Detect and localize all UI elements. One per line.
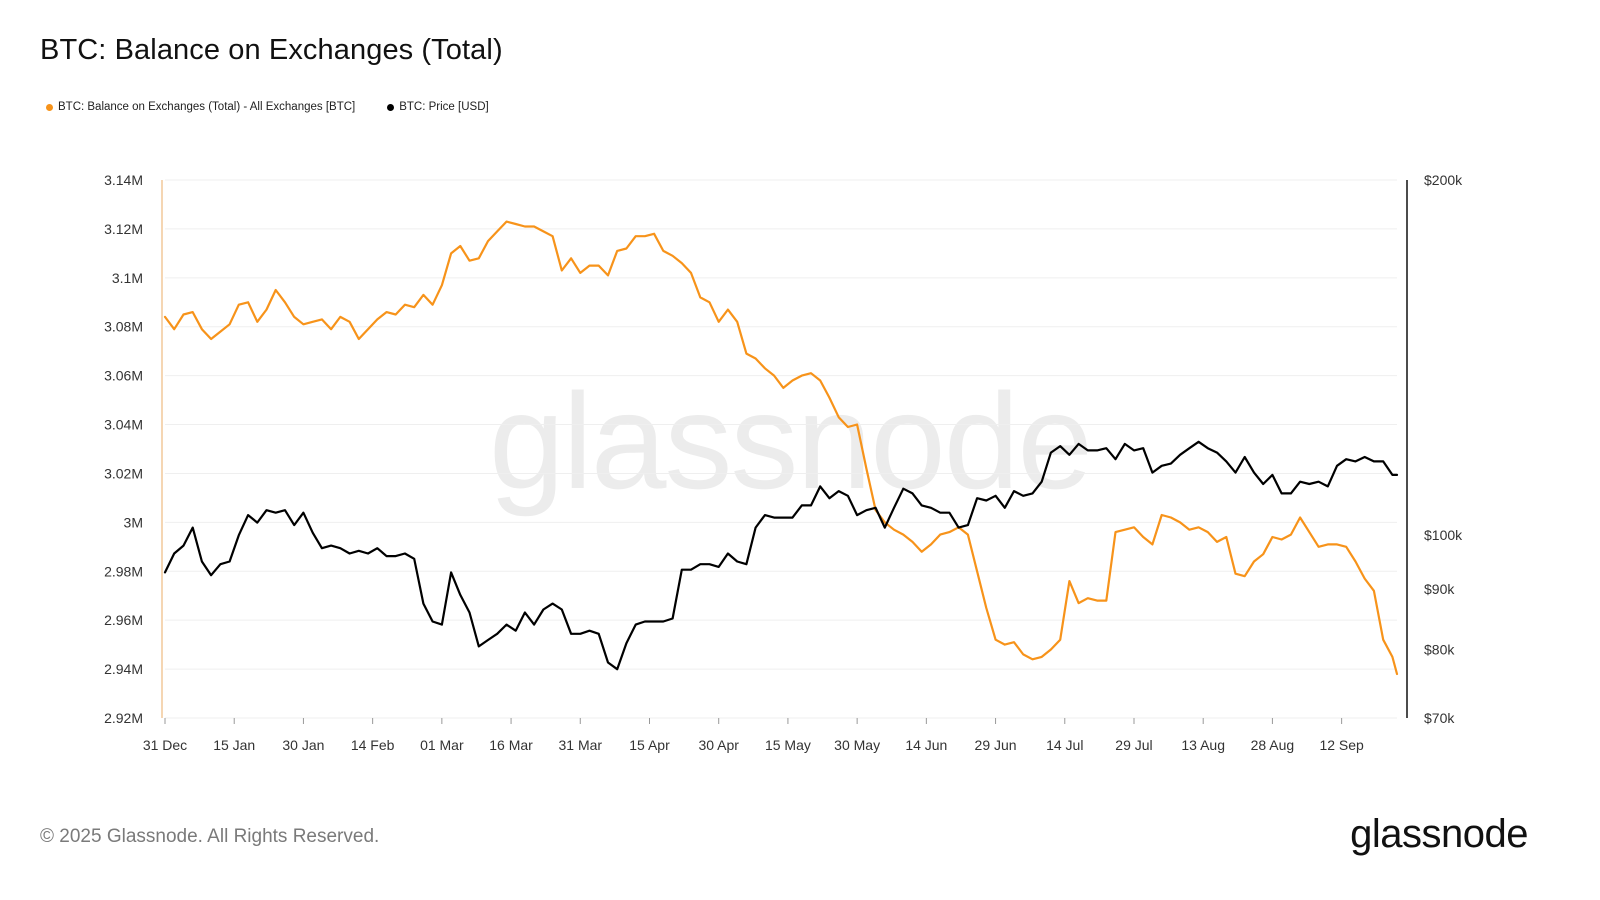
legend-dot-balance <box>46 103 53 111</box>
legend-label-balance: BTC: Balance on Exchanges (Total) - All … <box>58 101 356 113</box>
right-axis: $200k $100k $90k $80k $70k <box>1406 172 1463 726</box>
right-tick-label: $100k <box>1424 527 1463 543</box>
right-tick-label: $90k <box>1424 581 1455 597</box>
x-tick-label: 15 May <box>765 737 811 753</box>
series-line-price <box>163 440 1399 671</box>
left-axis: 3.14M 3.12M 3.1M 3.08M 3.06M 3.04M 3.02M 3M 2.98… <box>104 172 163 726</box>
legend-label-price: BTC: Price [USD] <box>399 101 489 113</box>
right-tick-label: $70k <box>1424 710 1455 726</box>
legend-item-balance[interactable]: BTC: Balance on Exchanges (Total) - All … <box>46 101 355 113</box>
x-tick-label: 12 Sep <box>1319 737 1364 753</box>
series-group <box>163 220 1399 676</box>
left-tick-label: 3.14M <box>104 172 143 188</box>
left-tick-label: 2.94M <box>104 661 143 677</box>
left-tick-label: 3.1M <box>112 270 143 286</box>
x-tick-label: 28 Aug <box>1251 737 1295 753</box>
left-tick-label: 3.08M <box>104 319 143 335</box>
left-tick-label: 3M <box>124 514 143 530</box>
left-tick-label: 3.04M <box>104 417 143 433</box>
x-tick-label: 30 Jan <box>282 737 324 753</box>
x-tick-label: 15 Apr <box>629 737 670 753</box>
x-tick-label: 29 Jun <box>975 737 1017 753</box>
legend-item-price[interactable]: BTC: Price [USD] <box>387 101 489 113</box>
x-tick-label: 31 Dec <box>143 737 187 753</box>
copyright-text: © 2025 Glassnode. All Rights Reserved. <box>40 826 380 847</box>
x-tick-label: 13 Aug <box>1181 737 1225 753</box>
left-tick-label: 2.96M <box>104 612 143 628</box>
x-tick-label: 01 Mar <box>420 737 464 753</box>
x-tick-label: 14 Feb <box>351 737 395 753</box>
x-tick-label: 16 Mar <box>489 737 533 753</box>
right-tick-label: $80k <box>1424 642 1455 658</box>
watermark: glassnode <box>489 365 1091 517</box>
x-tick-label: 31 Mar <box>558 737 602 753</box>
chart-legend: BTC: Balance on Exchanges (Total) - All … <box>46 101 489 113</box>
x-tick-label: 30 May <box>834 737 880 753</box>
x-tick-label: 14 Jun <box>905 737 947 753</box>
x-tick-label: 14 Jul <box>1046 737 1083 753</box>
left-tick-label: 3.12M <box>104 221 143 237</box>
glassnode-logo: glassnode <box>1350 812 1528 856</box>
x-axis: 31 Dec 15 Jan 30 Jan 14 Feb 01 Mar 16 Mar 31 M… <box>143 718 1364 753</box>
chart-title: BTC: Balance on Exchanges (Total) <box>40 34 503 66</box>
legend-dot-price <box>387 103 395 111</box>
series-line-balance <box>163 220 1399 676</box>
left-tick-label: 2.98M <box>104 563 143 579</box>
x-tick-label: 29 Jul <box>1115 737 1152 753</box>
left-tick-label: 3.02M <box>104 465 143 481</box>
left-tick-label: 2.92M <box>104 710 143 726</box>
right-tick-label: $200k <box>1424 172 1463 188</box>
left-tick-label: 3.06M <box>104 368 143 384</box>
x-tick-label: 15 Jan <box>213 737 255 753</box>
x-tick-label: 30 Apr <box>698 737 739 753</box>
